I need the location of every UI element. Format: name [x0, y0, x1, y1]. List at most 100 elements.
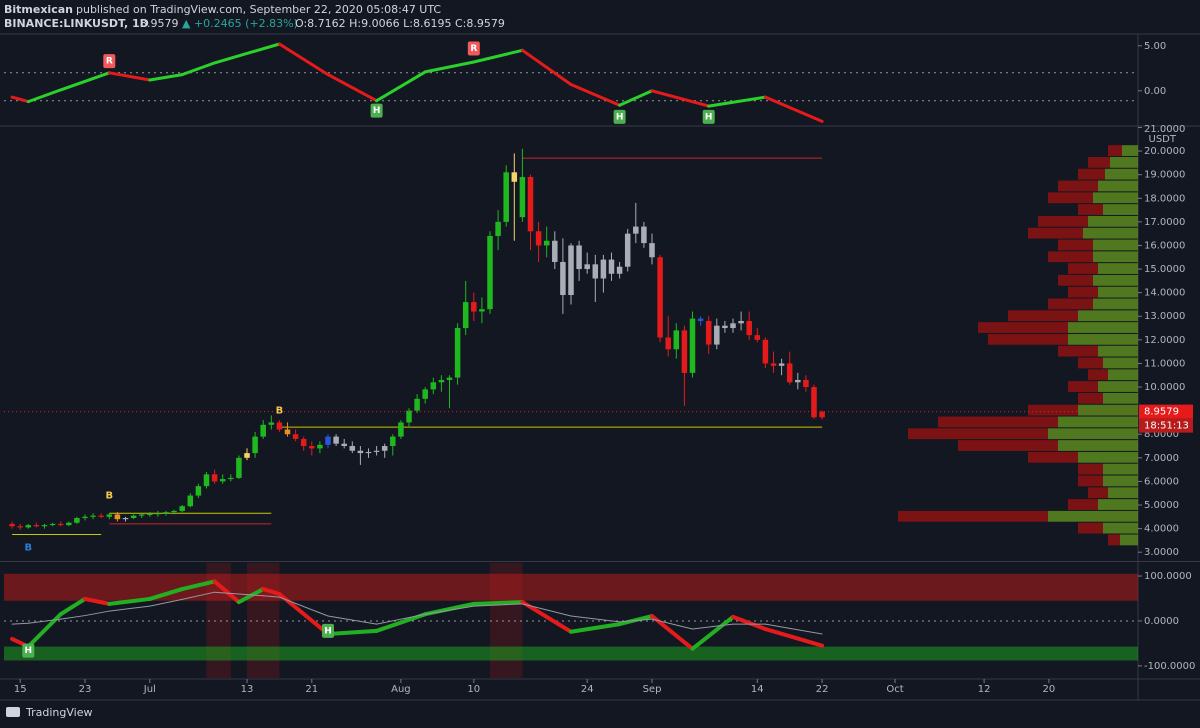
line-segment [569, 622, 622, 634]
line-segment [618, 89, 654, 107]
volume-sell [898, 510, 1048, 522]
published: published on TradingView.com, September … [76, 3, 441, 16]
x-tick-label: 21 [305, 684, 318, 695]
line-segment [180, 579, 217, 592]
candle-body [462, 302, 469, 329]
band [4, 646, 1138, 661]
volume-sell [1028, 227, 1083, 239]
y-tick-label: 8.0000 [1144, 429, 1179, 440]
line-segment [327, 615, 378, 625]
candle-body [203, 474, 210, 487]
author: Bitmexican [4, 3, 73, 16]
candle-body [503, 172, 509, 222]
volume-buy [1103, 475, 1138, 487]
candle-body [333, 436, 339, 444]
candle-body [527, 177, 534, 232]
x-tick-label: 24 [581, 684, 594, 695]
y-tick-label: 6.0000 [1144, 476, 1179, 487]
line-segment [213, 42, 281, 65]
line-segment [277, 42, 330, 77]
line-segment [326, 628, 379, 636]
candle-body [519, 177, 526, 218]
candle-body [811, 387, 817, 418]
y-tick-label: 0.0000 [1144, 616, 1179, 627]
line-segment [472, 48, 524, 64]
signal-label: H [705, 112, 713, 122]
candle-body [155, 513, 161, 515]
candle-body [543, 240, 550, 246]
y-tick-label: 19.0000 [1144, 170, 1185, 181]
y-tick-label: 100.0000 [1144, 571, 1192, 582]
line-segment [326, 73, 379, 103]
volume-sell [1058, 274, 1093, 286]
pane [4, 42, 1138, 123]
candle-body [722, 325, 728, 329]
volume-buy [1098, 286, 1138, 298]
signal-label: H [616, 112, 624, 122]
volume-buy [1098, 345, 1138, 357]
line-segment [10, 95, 30, 104]
volume-sell [1078, 475, 1103, 487]
volume-buy [1108, 369, 1138, 381]
candle-body [438, 379, 445, 383]
candle-body [373, 450, 380, 452]
candle-body [74, 517, 80, 523]
candle-body [365, 451, 372, 454]
signal-box [322, 623, 334, 638]
volume-sell [1058, 239, 1093, 251]
signal-box [467, 41, 480, 56]
line-segment [180, 61, 217, 77]
candle-body [41, 525, 48, 527]
volume-buy [1098, 381, 1138, 392]
volume-buy [1048, 510, 1138, 522]
volume-sell [958, 440, 1058, 451]
pane [9, 145, 1138, 546]
candle-body [349, 446, 356, 451]
line-segment [763, 627, 825, 648]
candle-body [82, 516, 88, 518]
candle-body [309, 446, 315, 449]
candle-body [511, 172, 518, 182]
volume-sell [1028, 404, 1078, 416]
candle-body [649, 243, 655, 258]
candle-body [187, 495, 194, 507]
candle-body [479, 309, 485, 312]
volume-buy [1058, 416, 1138, 428]
line-segment [521, 603, 572, 617]
line-segment [149, 598, 183, 607]
volume-sell [938, 416, 1058, 428]
volume-buy [1103, 357, 1138, 369]
line-segment [60, 615, 86, 620]
line-segment [692, 623, 734, 630]
candle-body [746, 320, 752, 336]
candle-body [268, 422, 275, 425]
line-segment [58, 596, 87, 617]
candle-body [592, 264, 599, 279]
candle-body [49, 523, 56, 526]
footer-brand: TradingView [25, 706, 92, 719]
signal-box [702, 109, 715, 124]
candle-body [535, 231, 542, 246]
volume-sell [1088, 369, 1108, 381]
candle-body [795, 379, 801, 383]
candle-body [195, 486, 202, 496]
volume-sell [1078, 168, 1105, 180]
candle-body [381, 446, 388, 451]
x-tick-label: Oct [886, 684, 903, 695]
y-tick-label: 18.0000 [1144, 193, 1185, 204]
volume-sell [1078, 463, 1103, 475]
candle-body [228, 477, 234, 480]
candle-body [414, 398, 420, 411]
volume-buy [1120, 534, 1138, 546]
signal-box [613, 109, 626, 124]
signal-label: H [25, 646, 33, 656]
volume-buy [1068, 322, 1138, 333]
candle-body [57, 523, 64, 526]
volume-buy [1105, 168, 1138, 180]
x-tick-label: 20 [1043, 684, 1056, 695]
y-tick-label: 17.0000 [1144, 217, 1185, 228]
candle-body [260, 424, 266, 437]
candle-body [130, 515, 137, 518]
candle-body [244, 453, 250, 458]
